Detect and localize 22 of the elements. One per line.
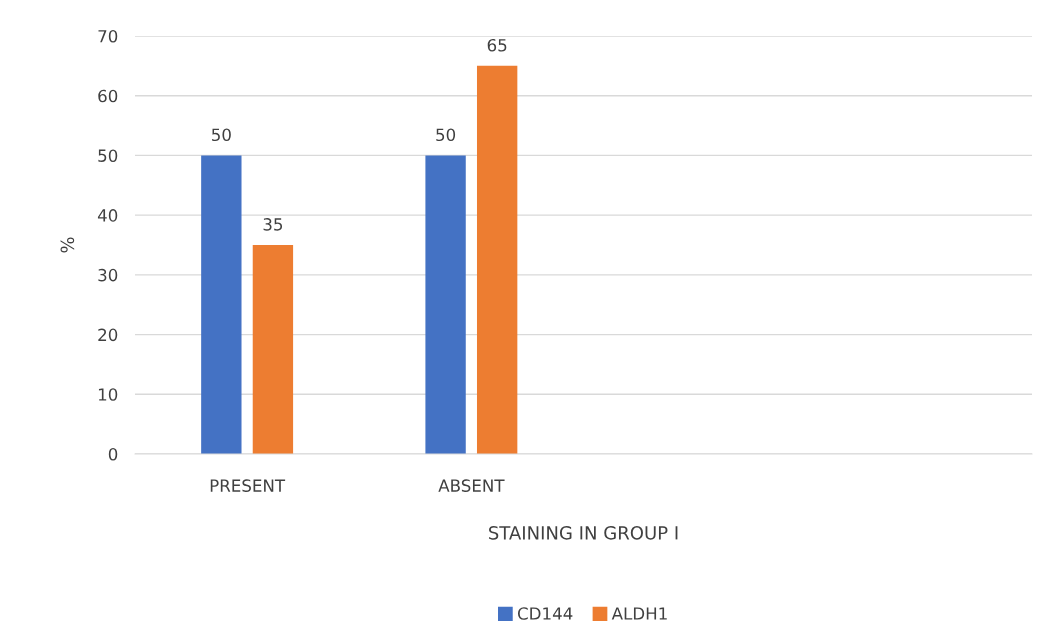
x-tick-label: ABSENT xyxy=(438,479,505,492)
data-label: 65 xyxy=(487,38,507,52)
y-axis-title: % xyxy=(60,237,75,253)
y-tick-label: 40 xyxy=(97,209,118,222)
bar xyxy=(476,65,518,454)
legend-label: ALDH1 xyxy=(611,607,667,620)
y-tick-label: 30 xyxy=(98,268,118,282)
y-tick-label: 70 xyxy=(98,29,118,43)
bar xyxy=(425,155,466,454)
y-tick-label: 10 xyxy=(98,388,118,401)
data-label: 50 xyxy=(212,128,231,142)
y-tick-label: 0 xyxy=(108,447,118,461)
x-axis-title: STAINING IN GROUP I xyxy=(489,526,678,540)
x-tick-label: PRESENT xyxy=(210,479,286,492)
y-tick-label: 60 xyxy=(98,89,118,103)
legend-label: CD144 xyxy=(517,607,573,620)
y-tick-label: 20 xyxy=(98,328,118,342)
y-tick-label: 50 xyxy=(98,149,118,162)
data-label: 35 xyxy=(263,218,283,231)
bar xyxy=(252,245,294,454)
data-label: 50 xyxy=(436,128,456,142)
bar xyxy=(201,155,242,454)
